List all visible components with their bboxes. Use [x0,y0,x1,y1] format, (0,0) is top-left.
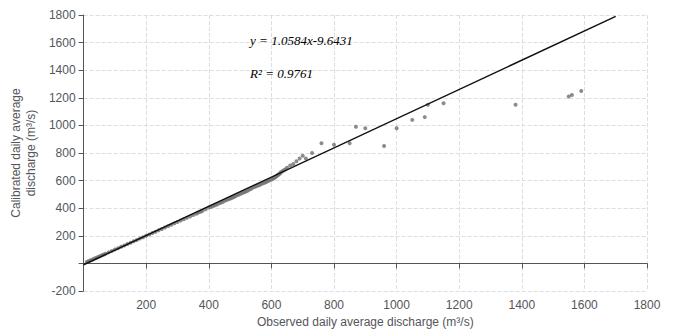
svg-text:discharge (m³/s): discharge (m³/s) [24,110,38,197]
svg-text:1000: 1000 [383,298,410,312]
svg-text:800: 800 [324,298,344,312]
svg-text:-200: -200 [52,284,76,298]
svg-text:1800: 1800 [634,298,661,312]
svg-text:y = 1.0584x-9.6431: y = 1.0584x-9.6431 [248,33,353,48]
svg-text:200: 200 [56,229,76,243]
svg-text:800: 800 [56,146,76,160]
svg-text:1800: 1800 [49,8,76,22]
svg-text:600: 600 [56,174,76,188]
svg-text:1600: 1600 [571,298,598,312]
svg-text:1600: 1600 [49,36,76,50]
svg-text:200: 200 [136,298,156,312]
svg-text:Observed daily average dischar: Observed daily average discharge (m³/s) [257,315,474,329]
svg-text:R² = 0.9761: R² = 0.9761 [249,66,313,81]
svg-text:400: 400 [56,201,76,215]
svg-text:1400: 1400 [508,298,535,312]
svg-text:1200: 1200 [446,298,473,312]
svg-text:1200: 1200 [49,91,76,105]
svg-text:1000: 1000 [49,118,76,132]
svg-text:400: 400 [199,298,219,312]
svg-text:600: 600 [261,298,281,312]
svg-text:1400: 1400 [49,63,76,77]
svg-text:Calibrated daily average: Calibrated daily average [9,88,23,218]
